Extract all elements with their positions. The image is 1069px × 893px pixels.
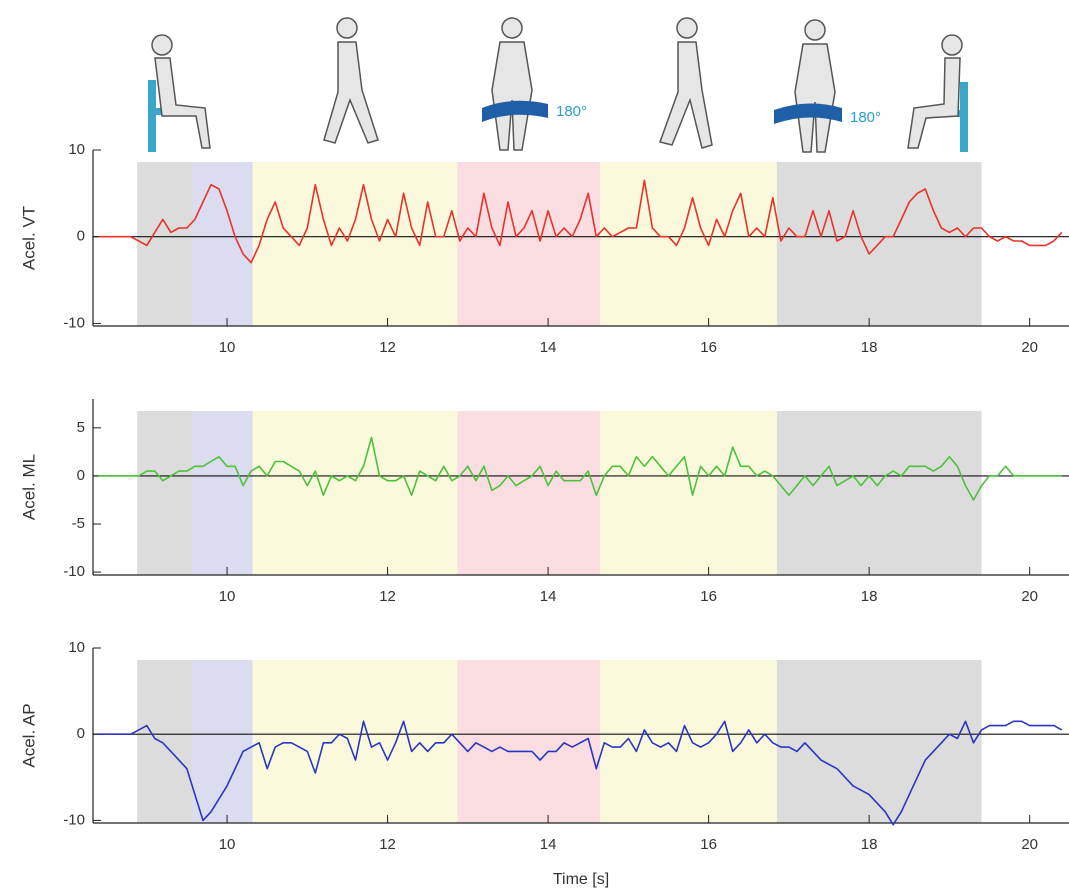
turning-figure: 180° [482,18,587,150]
subplot: -10 0 10 10 12 14 16 18 20 Acel. VT [19,141,1069,356]
x-tick-label: 14 [540,836,557,853]
y-tick-label: 10 [68,639,85,656]
y-tick-label: 0 [77,228,85,245]
phase-span [193,411,253,575]
phase-span [193,660,253,823]
turn-label: 180° [556,103,587,120]
phase-span [253,660,458,823]
phase-span [777,660,982,823]
x-axis-label: Time [s] [553,871,609,888]
x-tick-label: 10 [219,339,236,356]
subplot: -10 -5 0 5 10 12 14 16 18 20 Acel. ML [19,399,1069,605]
y-tick-label: 10 [68,141,85,158]
x-tick-label: 12 [379,588,396,605]
figure: 180° 180° -10010101214161820Acel. VT-10-… [0,0,1069,893]
phase-span [457,411,600,575]
y-axis-label: Acel. ML [19,454,38,520]
y-tick-label: 0 [77,725,85,742]
x-tick-label: 20 [1021,588,1038,605]
x-tick-label: 10 [219,588,236,605]
walking-figure [324,18,378,143]
x-tick-label: 12 [379,339,396,356]
x-tick-label: 20 [1021,339,1038,356]
phase-span [253,411,458,575]
chair [148,80,156,152]
phase-span [777,411,982,575]
turning-figure: 180° [774,20,881,152]
phase-span [253,162,458,326]
phase-span [137,660,192,823]
phase-span [600,660,777,823]
phase-span [193,162,253,326]
phase-span [457,660,600,823]
sitting-figure [148,35,210,152]
x-tick-label: 14 [540,339,557,356]
x-tick-label: 12 [379,836,396,853]
x-tick-label: 16 [700,836,717,853]
phase-span [600,162,777,326]
y-tick-label: 5 [77,419,85,436]
y-tick-label: -10 [63,314,85,331]
x-tick-label: 16 [700,339,717,356]
x-tick-label: 18 [861,836,878,853]
walking-figure [660,18,712,148]
x-tick-label: 18 [861,339,878,356]
x-tick-label: 14 [540,588,557,605]
x-tick-label: 18 [861,588,878,605]
phase-span [457,162,600,326]
subplot: -10 0 10 10 12 14 16 18 20 Acel. AP Time [s] [19,639,1069,888]
phase-span [600,411,777,575]
x-tick-label: 10 [219,836,236,853]
x-tick-label: 16 [700,588,717,605]
y-axis-label: Acel. VT [19,206,38,270]
y-tick-label: -5 [72,515,85,532]
sitting-figure [908,35,968,152]
y-axis-label: Acel. AP [19,703,38,767]
y-tick-label: 0 [77,467,85,484]
y-tick-label: -10 [63,811,85,828]
activity-illustrations: 180° 180° [148,18,968,152]
phase-span [137,411,192,575]
x-tick-label: 20 [1021,836,1038,853]
y-tick-label: -10 [63,563,85,580]
turn-label: 180° [850,109,881,126]
